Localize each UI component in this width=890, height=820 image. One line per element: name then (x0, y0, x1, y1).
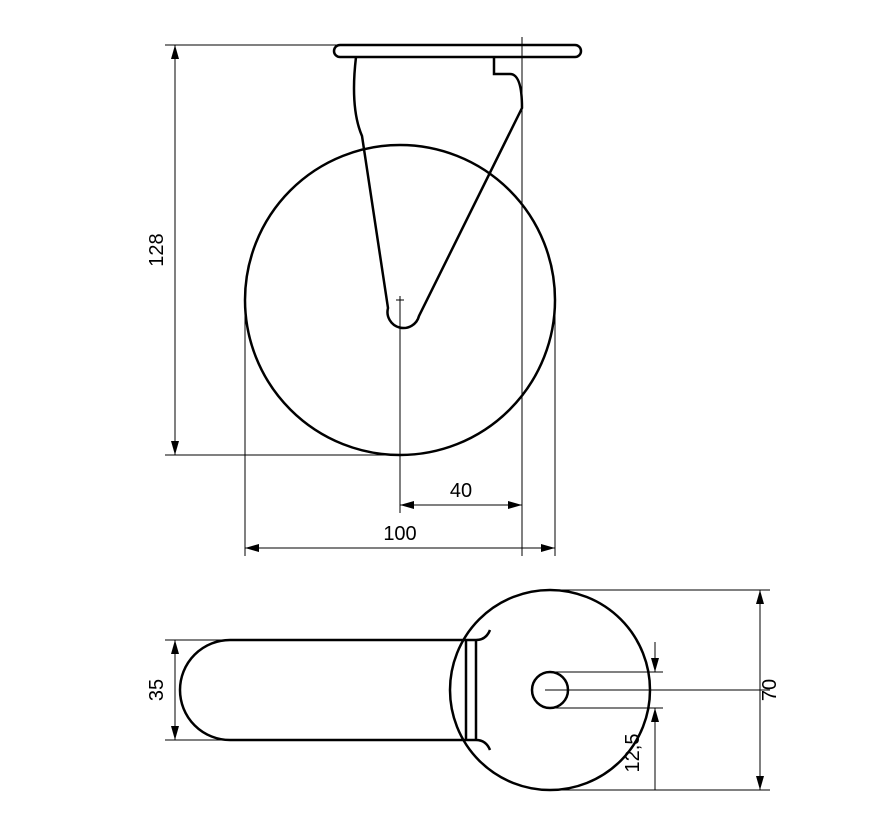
fork-leg (354, 57, 522, 328)
dim-label-offset: 40 (450, 480, 472, 502)
dim-label-bore: 12,5 (622, 734, 644, 773)
dim-label-body-width: 35 (146, 679, 168, 701)
dim-label-diameter: 100 (383, 523, 416, 545)
dim-label-height: 128 (146, 233, 168, 266)
dim-label-head-outer: 70 (759, 679, 781, 701)
